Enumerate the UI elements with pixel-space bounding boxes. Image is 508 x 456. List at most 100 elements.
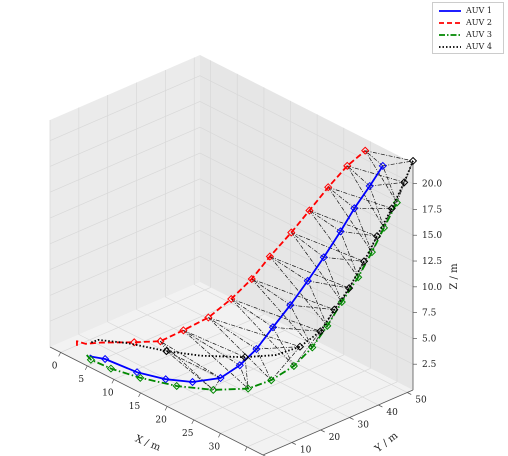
data-point-marker bbox=[316, 327, 325, 336]
y-tick-label: 30 bbox=[358, 421, 370, 431]
floor-pane bbox=[50, 282, 413, 455]
formation-link bbox=[382, 165, 398, 203]
x-tick-label: 20 bbox=[155, 415, 167, 425]
data-point-marker bbox=[378, 161, 387, 170]
data-point-marker bbox=[240, 353, 250, 362]
z-tick-label: 5.0 bbox=[422, 334, 437, 344]
z-tick-label: 15.0 bbox=[422, 231, 442, 241]
z-axis-label: Z / m bbox=[449, 263, 460, 290]
grid-line-wall-z bbox=[49, 75, 201, 141]
formation-link bbox=[364, 150, 384, 167]
series-auv-2 bbox=[76, 146, 370, 347]
grid-line-back-z bbox=[199, 255, 414, 365]
y-tick-label: 10 bbox=[300, 446, 312, 456]
axis-edges bbox=[49, 163, 417, 456]
grid-line-wall-z bbox=[49, 204, 201, 270]
x-tick-label: 25 bbox=[182, 429, 194, 439]
legend-entry-auv-1: AUV 1 bbox=[438, 5, 502, 17]
grid-line-floor-y bbox=[136, 309, 350, 418]
data-point-marker bbox=[204, 313, 213, 322]
data-point-marker bbox=[308, 343, 317, 352]
data-point-marker bbox=[130, 338, 139, 347]
series-auv-3 bbox=[86, 198, 401, 395]
formation-link bbox=[382, 160, 414, 167]
formation-link bbox=[231, 298, 274, 328]
data-point-marker bbox=[209, 385, 218, 395]
data-point-marker bbox=[361, 146, 370, 155]
formation-link bbox=[160, 340, 221, 379]
y-axis-line bbox=[262, 389, 414, 456]
formation-link bbox=[293, 331, 321, 367]
data-point-marker bbox=[330, 305, 339, 314]
legend-label-auv-3: AUV 3 bbox=[466, 30, 492, 39]
formation-link bbox=[269, 256, 328, 327]
formation-link bbox=[183, 330, 241, 366]
grid-line-wall-z bbox=[49, 178, 201, 245]
data-point-marker bbox=[227, 294, 236, 304]
formation-link bbox=[251, 278, 335, 310]
grid-line-back-z bbox=[199, 75, 414, 184]
data-point-marker bbox=[354, 273, 363, 282]
z-tick-label: 17.5 bbox=[422, 205, 442, 215]
grid-line-floor-x bbox=[60, 287, 211, 353]
formation-link bbox=[269, 256, 308, 282]
data-point-marker bbox=[372, 231, 382, 241]
formation-link bbox=[365, 150, 414, 162]
formation-link bbox=[208, 317, 301, 348]
formation-link bbox=[347, 165, 370, 187]
x-tick-label: 5 bbox=[78, 375, 84, 385]
series-auv-4 bbox=[90, 156, 418, 362]
series-line bbox=[86, 202, 398, 391]
data-point-marker bbox=[336, 227, 345, 236]
data-point-marker bbox=[106, 364, 116, 373]
formation-link bbox=[327, 187, 373, 253]
x-tick-mark bbox=[191, 419, 195, 425]
grid-line-wall-z bbox=[49, 230, 201, 296]
data-point-marker bbox=[101, 354, 110, 364]
formation-link bbox=[340, 231, 359, 278]
y-tick-mark bbox=[320, 429, 325, 433]
grid-line-wall-z bbox=[49, 101, 201, 167]
data-point-marker bbox=[392, 198, 401, 207]
back-wall-pane bbox=[200, 55, 413, 390]
formation-link bbox=[327, 186, 355, 209]
formation-link bbox=[160, 340, 214, 391]
formation-link bbox=[256, 346, 301, 350]
data-point-marker bbox=[365, 181, 374, 191]
data-point-marker bbox=[359, 257, 369, 266]
formation-link bbox=[183, 330, 249, 389]
tick-labels: 05101520253035010203040502.55.07.510.012… bbox=[52, 180, 443, 456]
x-axis-label: X / m bbox=[133, 434, 162, 454]
formation-link bbox=[256, 348, 272, 381]
grid-line-floor-y bbox=[78, 334, 293, 443]
data-point-marker bbox=[247, 274, 256, 284]
z-tick-label: 7.5 bbox=[422, 309, 437, 319]
legend-swatch-auv-3 bbox=[439, 34, 461, 36]
legend-entry-auv-4: AUV 4 bbox=[438, 41, 502, 53]
data-point-marker bbox=[132, 368, 142, 377]
grid-line-wall-z bbox=[49, 152, 201, 219]
series-line bbox=[90, 160, 414, 359]
formation-link bbox=[244, 357, 249, 389]
data-point-marker bbox=[136, 373, 145, 382]
formation-link bbox=[270, 346, 301, 381]
formation-link bbox=[230, 298, 295, 367]
y-tick-mark bbox=[378, 404, 383, 408]
grid-line-wall-z bbox=[49, 126, 201, 193]
x-tick-label: 30 bbox=[209, 442, 221, 452]
y-tick-mark bbox=[262, 454, 266, 456]
grid-line-wall-z bbox=[49, 255, 201, 322]
data-point-marker bbox=[156, 337, 165, 346]
data-point-marker bbox=[244, 384, 253, 393]
formation-link bbox=[369, 181, 405, 187]
formation-link bbox=[183, 330, 246, 358]
grid-line-floor-x bbox=[167, 341, 318, 407]
grid-line-back-z bbox=[199, 152, 414, 262]
formation-link bbox=[396, 160, 414, 203]
data-point-marker bbox=[268, 323, 278, 332]
legend: AUV 1 AUV 2 AUV 3 AUV 4 bbox=[432, 2, 504, 54]
grid-line-floor-y bbox=[194, 284, 408, 393]
x-tick-label: 0 bbox=[52, 361, 58, 371]
x-tick-mark bbox=[218, 433, 221, 438]
